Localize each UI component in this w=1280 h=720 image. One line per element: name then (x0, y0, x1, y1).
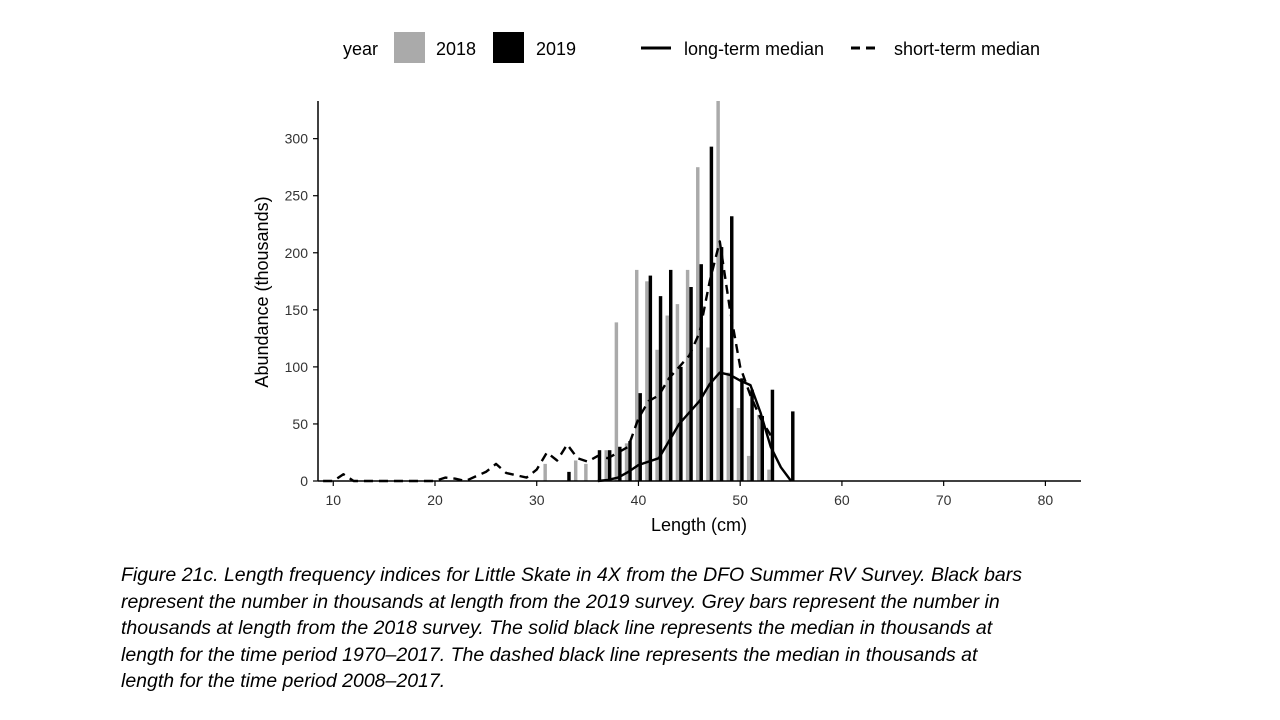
bar-2018 (736, 407, 741, 481)
y-tick-label: 150 (285, 302, 309, 318)
bar-2019 (770, 389, 775, 481)
x-axis-title: Length (cm) (651, 515, 747, 535)
bars-2018 (543, 101, 771, 481)
x-tick-label: 70 (936, 492, 952, 508)
bar-2019 (740, 378, 744, 481)
bar-2019 (618, 446, 622, 481)
x-tick-label: 80 (1038, 492, 1054, 508)
bar-2019 (730, 216, 734, 481)
legend: year 2018 2019 long-term median short-te… (343, 32, 1040, 63)
bar-2019 (689, 287, 693, 481)
bar-2018 (624, 443, 629, 481)
y-tick-label: 250 (285, 188, 309, 204)
bar-2018 (746, 455, 751, 481)
x-tick-label: 30 (529, 492, 545, 508)
bar-2019 (750, 389, 754, 481)
bar-2018 (573, 460, 578, 481)
bar-2019 (597, 450, 602, 481)
bar-2018 (716, 101, 720, 481)
bar-2019 (709, 146, 714, 482)
bar-2018 (655, 349, 659, 481)
axis-ticks: 10 20 30 40 50 60 70 80 0 50 100 150 200 250 300 (285, 131, 1054, 508)
bar-2018 (635, 269, 639, 481)
long-term-median-line (597, 371, 793, 483)
legend-label-2019: 2019 (536, 39, 576, 59)
bar-2019 (699, 264, 703, 481)
length-frequency-chart: year 2018 2019 long-term median short-te… (252, 32, 1081, 535)
bar-2018 (675, 304, 680, 481)
x-tick-label: 10 (325, 492, 341, 508)
caption-line-5: length for the time period 2008–2017. (121, 670, 446, 692)
y-tick-label: 300 (285, 131, 309, 147)
bar-2018 (645, 281, 649, 481)
legend-title: year (343, 39, 378, 59)
legend-label-short-term-median: short-term median (894, 39, 1040, 59)
bar-2019 (648, 275, 653, 481)
bar-2018 (614, 322, 619, 481)
bar-2018 (665, 315, 669, 481)
bar-2018 (685, 269, 690, 481)
y-tick-label: 100 (285, 359, 309, 375)
x-tick-label: 20 (427, 492, 443, 508)
bar-2018 (726, 372, 731, 481)
legend-label-2018: 2018 (436, 39, 476, 59)
caption-line-4: length for the time period 1970–2017. Th… (121, 643, 978, 666)
legend-swatch-2018 (394, 32, 425, 63)
bar-2019 (760, 415, 764, 481)
legend-label-long-term-median: long-term median (684, 39, 824, 59)
figure-caption: Figure 21c. Length frequency indices for… (121, 562, 1221, 695)
caption-line-3: thousands at length from the 2018 survey… (121, 617, 993, 639)
bar-2018 (767, 469, 771, 481)
y-tick-label: 0 (300, 473, 308, 489)
bar-2018 (604, 450, 608, 481)
bar-2019 (607, 450, 612, 481)
bar-2019 (679, 366, 683, 481)
bar-2019 (719, 247, 724, 481)
legend-swatch-2019 (493, 32, 524, 63)
bar-2018 (696, 167, 700, 481)
bar-2018 (543, 463, 547, 481)
bar-2018 (706, 347, 710, 481)
y-tick-label: 50 (292, 416, 308, 432)
bar-2019 (567, 471, 571, 481)
caption-line-2: represent the number in thousands at len… (121, 590, 1000, 613)
median-lines (323, 240, 793, 483)
bar-2018 (757, 414, 761, 481)
bar-2019 (628, 441, 632, 481)
short-term-median-line (323, 240, 772, 483)
bar-2019 (791, 411, 795, 481)
caption-line-1: Figure 21c. Length frequency indices for… (121, 564, 1023, 586)
y-tick-label: 200 (285, 245, 309, 261)
bar-2019 (638, 393, 642, 481)
x-tick-label: 60 (834, 492, 850, 508)
x-tick-label: 40 (631, 492, 647, 508)
bar-2019 (658, 296, 663, 481)
x-tick-label: 50 (732, 492, 748, 508)
y-axis-title: Abundance (thousands) (252, 196, 272, 387)
bar-2018 (584, 463, 588, 481)
